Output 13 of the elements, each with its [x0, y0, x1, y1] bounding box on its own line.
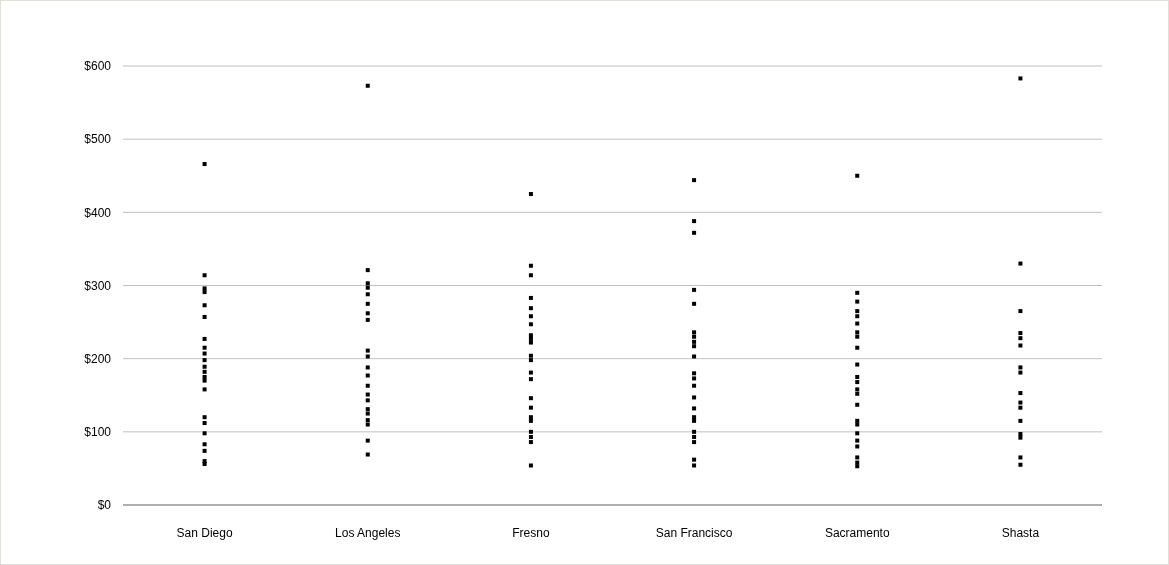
y-tick-label: $100	[84, 425, 112, 440]
y-tick-label: $400	[84, 205, 112, 220]
x-tick-label: Los Angeles	[335, 526, 401, 540]
y-tick-label: $200	[84, 351, 112, 366]
y-tick-label: $500	[84, 132, 112, 147]
x-tick-label: Shasta	[1001, 526, 1040, 540]
x-tick-label: Fresno	[512, 526, 550, 540]
y-tick-label: $0	[97, 498, 112, 513]
x-tick-label: San Francisco	[655, 526, 733, 540]
y-tick-label: $300	[84, 278, 112, 293]
y-tick-label: $600	[84, 59, 112, 74]
x-tick-label: San Diego	[176, 526, 233, 540]
x-tick-label: Sacramento	[824, 526, 890, 540]
